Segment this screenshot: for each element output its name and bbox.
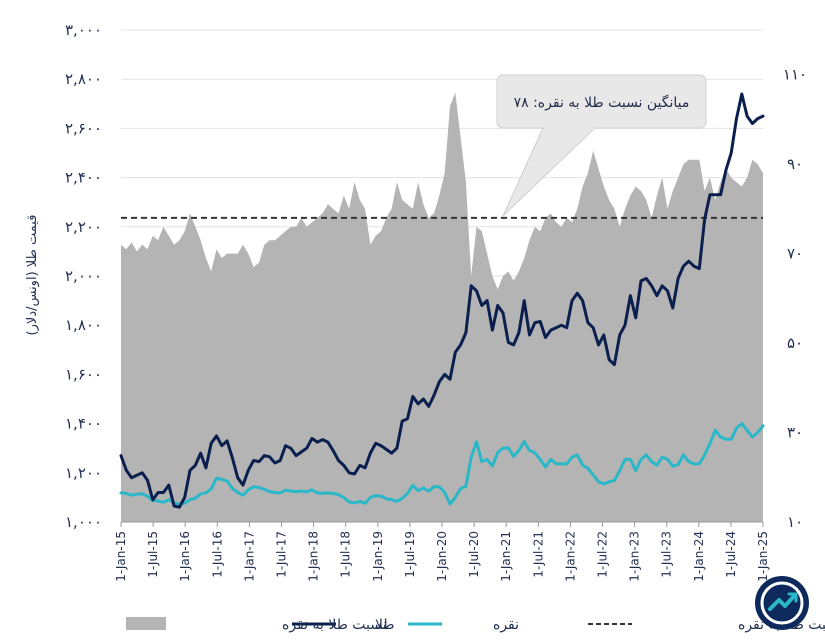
x-axis-tick: 1-Jan-23 xyxy=(628,531,642,582)
brand-logo xyxy=(755,576,809,630)
ratio-area-layer xyxy=(121,92,763,522)
arrow-head-icon xyxy=(787,592,798,603)
x-axis-tick: 1-Jan-24 xyxy=(692,531,706,582)
x-axis-tick: 1-Jul-20 xyxy=(467,531,481,578)
right-axis-tick: ۱۰ xyxy=(787,513,803,531)
left-axis-tick: ۱,۸۰۰ xyxy=(65,316,102,334)
left-axis-tick: ۲,۶۰۰ xyxy=(65,119,102,137)
legend-swatch-area xyxy=(126,617,166,630)
left-axis-tick: ۱,۴۰۰ xyxy=(65,415,102,433)
right-axis-tick: ۷۰ xyxy=(787,245,803,263)
trend-arrow-icon xyxy=(768,593,797,611)
left-axis-tick: ۱,۶۰۰ xyxy=(65,365,102,383)
right-axis-tick: ۱۱۰ xyxy=(783,66,807,84)
x-axis-tick: 1-Jan-21 xyxy=(499,531,513,582)
x-axis-tick: 1-Jul-16 xyxy=(210,531,224,578)
axes-layer: ۱,۰۰۰ ۱,۲۰۰ ۱,۴۰۰ ۱,۶۰۰ ۱,۸۰۰ ۲,۰۰۰ ۲,۲۰۰ ۲,۴۰۰… xyxy=(65,21,807,582)
x-axis-tick: 1-Jan-20 xyxy=(435,531,449,582)
left-axis-tick: ۲,۴۰۰ xyxy=(65,169,102,187)
x-axis-tick: 1-Jan-18 xyxy=(307,531,321,582)
x-axis-tick: 1-Jul-24 xyxy=(724,531,738,578)
left-axis-tick: ۳,۰۰۰ xyxy=(65,21,102,39)
callout-join xyxy=(544,126,594,130)
right-axis-tick: ۹۰ xyxy=(787,155,803,173)
series-lines-layer xyxy=(119,92,765,509)
left-axis-tick: ۱,۲۰۰ xyxy=(65,464,102,482)
x-axis-tick: 1-Jan-17 xyxy=(242,531,256,582)
left-axis-tick: ۲,۸۰۰ xyxy=(65,70,102,88)
x-axis-tick: 1-Jul-15 xyxy=(146,531,160,578)
legend-label: نسبت طلا به نقره xyxy=(282,617,387,633)
x-axis-tick: 1-Jul-21 xyxy=(531,531,545,578)
x-axis-tick: 1-Jul-18 xyxy=(339,531,353,578)
x-axis-tick: 1-Jan-15 xyxy=(114,531,128,582)
left-axis-tick: ۱,۰۰۰ xyxy=(65,513,102,531)
silver-line xyxy=(119,422,765,506)
gold-line xyxy=(119,92,765,509)
average-callout: میانگین نسبت طلا به نقره: ۷۸ xyxy=(496,74,707,217)
x-axis-tick: 1-Jul-19 xyxy=(403,531,417,578)
callout-label: میانگین نسبت طلا به نقره: ۷۸ xyxy=(514,94,690,111)
x-axis-tick: 1-Jan-16 xyxy=(178,531,192,582)
x-axis-tick: 1-Jan-22 xyxy=(563,531,577,582)
legend-label: طلا xyxy=(375,617,395,633)
ratio-area xyxy=(121,92,763,522)
x-axis-tick: 1-Jan-25 xyxy=(756,531,770,582)
callout-box xyxy=(496,74,707,129)
x-axis-tick: 1-Jan-19 xyxy=(371,531,385,582)
x-axis-tick: 1-Jul-17 xyxy=(275,531,289,578)
left-axis-tick: ۲,۲۰۰ xyxy=(65,218,102,236)
legend-label: نقره xyxy=(493,617,519,633)
x-axis-tick: 1-Jul-22 xyxy=(596,531,610,578)
logo-ring xyxy=(760,581,804,625)
right-axis-tick: ۵۰ xyxy=(787,334,803,352)
left-axis-tick: ۲,۰۰۰ xyxy=(65,267,102,285)
right-axis-tick: ۳۰ xyxy=(787,424,803,442)
y-axis-label: قیمت طلا (اونس/دلار) xyxy=(25,215,40,336)
x-axis-tick: 1-Jul-23 xyxy=(660,531,674,578)
